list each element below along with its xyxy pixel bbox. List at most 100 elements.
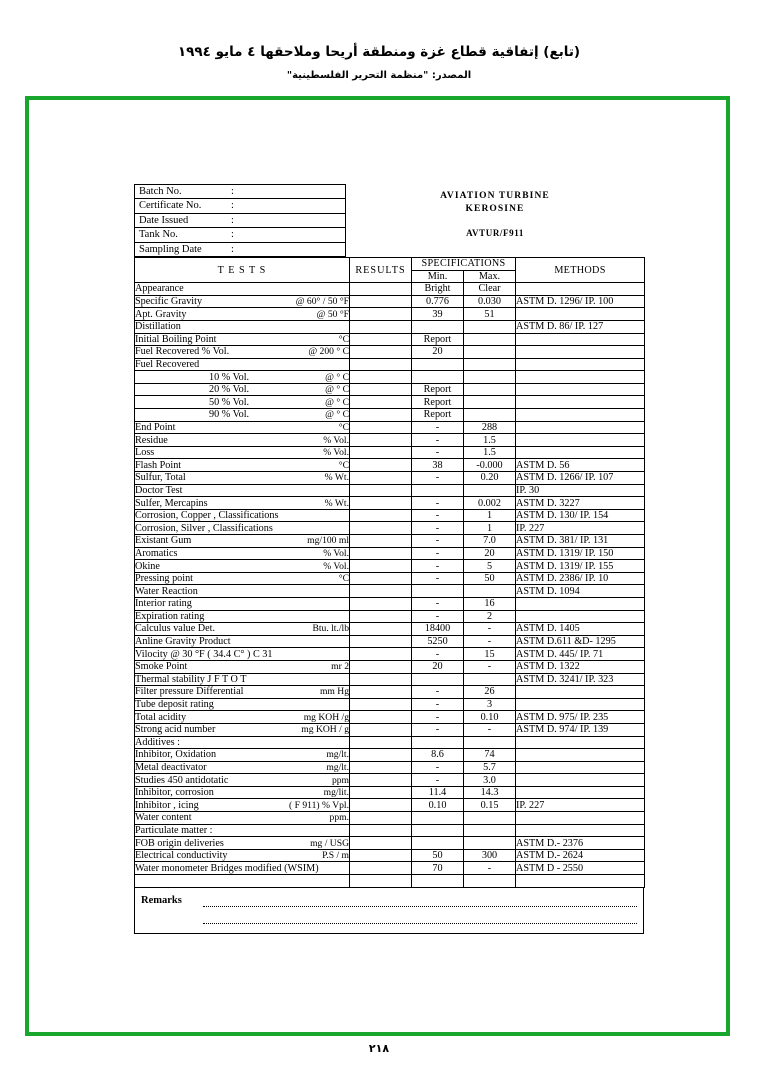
result-cell[interactable] xyxy=(349,319,412,334)
result-cell[interactable] xyxy=(349,647,412,661)
table-row: 90 % Vol. @ ° C Report xyxy=(134,408,645,422)
result-cell[interactable] xyxy=(349,874,412,888)
method-cell xyxy=(515,433,645,447)
table-row: Tube deposit rating -3 xyxy=(134,697,645,712)
spec-min-cell: 11.4 xyxy=(411,785,464,800)
test-name: Thermal stability J F T O T xyxy=(135,673,247,685)
result-cell[interactable] xyxy=(349,748,412,762)
method-cell xyxy=(515,773,645,787)
method-cell xyxy=(515,395,645,410)
method-cell xyxy=(515,420,645,435)
result-cell[interactable] xyxy=(349,534,412,548)
result-cell[interactable] xyxy=(349,445,412,460)
result-cell[interactable] xyxy=(349,282,412,296)
result-cell[interactable] xyxy=(349,659,412,674)
result-cell[interactable] xyxy=(349,496,412,510)
table-row: Doctor Test IP. 30 xyxy=(134,483,645,498)
result-cell[interactable] xyxy=(349,710,412,724)
spec-max-cell xyxy=(463,811,516,825)
test-unit: @ 200 ° C xyxy=(308,346,349,358)
result-cell[interactable] xyxy=(349,760,412,775)
result-cell[interactable] xyxy=(349,622,412,636)
result-cell[interactable] xyxy=(349,559,412,573)
spec-max-cell: 20 xyxy=(463,546,516,561)
result-cell[interactable] xyxy=(349,433,412,447)
test-name: Inhibitor, Oxidation xyxy=(135,749,217,761)
result-cell[interactable] xyxy=(349,571,412,586)
spec-max-cell: - xyxy=(463,622,516,636)
spec-min-cell: Report xyxy=(411,382,464,397)
certificate-field-value[interactable] xyxy=(241,214,345,227)
test-name-cell: Inhibitor, Oxidation mg/lt. xyxy=(134,748,350,762)
method-cell: ASTM D. 1319/ IP. 155 xyxy=(515,559,645,573)
test-name-cell: Expiration rating xyxy=(134,609,350,624)
result-cell[interactable] xyxy=(349,471,412,485)
result-cell[interactable] xyxy=(349,722,412,737)
table-row: Corrosion, Silver , Classifications -1 IP.… xyxy=(134,521,645,535)
certificate-field-colon: : xyxy=(231,243,234,255)
result-cell[interactable] xyxy=(349,370,412,384)
spec-max-cell: 1.5 xyxy=(463,445,516,460)
spec-max-cell xyxy=(463,395,516,410)
result-cell[interactable] xyxy=(349,634,412,649)
test-name: Electrical conductivity xyxy=(135,850,228,862)
test-name-cell: Interior rating xyxy=(134,597,350,611)
certificate-field-row: Sampling Date: xyxy=(135,243,345,257)
test-name: Tube deposit rating xyxy=(135,699,214,711)
spec-max-cell: - xyxy=(463,659,516,674)
result-cell[interactable] xyxy=(349,332,412,347)
spec-max-cell: - xyxy=(463,722,516,737)
result-cell[interactable] xyxy=(349,546,412,561)
table-row: Okine % Vol. -5 ASTM D. 1319/ IP. 155 xyxy=(134,559,645,573)
result-cell[interactable] xyxy=(349,521,412,535)
test-unit: % Wt. xyxy=(324,472,349,484)
result-cell[interactable] xyxy=(349,508,412,523)
spec-min-cell: Report xyxy=(411,395,464,410)
table-row: 50 % Vol. @ ° C Report xyxy=(134,395,645,410)
result-cell[interactable] xyxy=(349,836,412,850)
method-cell xyxy=(515,823,645,838)
result-cell[interactable] xyxy=(349,811,412,825)
result-cell[interactable] xyxy=(349,483,412,498)
table-row: Distillation ASTM D. 86/ IP. 127 xyxy=(134,319,645,334)
result-cell[interactable] xyxy=(349,798,412,813)
test-name-cell: Distillation xyxy=(134,319,350,334)
result-cell[interactable] xyxy=(349,408,412,422)
result-cell[interactable] xyxy=(349,345,412,359)
spec-max-cell: 0.002 xyxy=(463,496,516,510)
result-cell[interactable] xyxy=(349,685,412,699)
result-cell[interactable] xyxy=(349,609,412,624)
certificate-field-value[interactable] xyxy=(241,228,345,241)
certificate-field-value[interactable] xyxy=(241,199,345,212)
result-cell[interactable] xyxy=(349,773,412,787)
remarks-write-area[interactable] xyxy=(203,895,643,924)
result-cell[interactable] xyxy=(349,395,412,410)
result-cell[interactable] xyxy=(349,382,412,397)
test-name: Total acidity xyxy=(135,711,187,723)
result-cell[interactable] xyxy=(349,307,412,321)
certificate-field-value[interactable] xyxy=(241,185,345,198)
result-cell[interactable] xyxy=(349,823,412,838)
spec-max-cell xyxy=(463,735,516,750)
result-cell[interactable] xyxy=(349,672,412,687)
spec-min-cell: 5250 xyxy=(411,634,464,649)
result-cell[interactable] xyxy=(349,735,412,750)
table-row: Residue % Vol. -1.5 xyxy=(134,433,645,447)
result-cell[interactable] xyxy=(349,420,412,435)
result-cell[interactable] xyxy=(349,357,412,372)
result-cell[interactable] xyxy=(349,861,412,876)
result-cell[interactable] xyxy=(349,785,412,800)
certificate-field-colon: : xyxy=(231,186,234,197)
test-name: Interior rating xyxy=(135,598,192,610)
test-name-cell: Okine % Vol. xyxy=(134,559,350,573)
spec-max-cell: 0.030 xyxy=(463,294,516,309)
result-cell[interactable] xyxy=(349,458,412,473)
result-cell[interactable] xyxy=(349,597,412,611)
result-cell[interactable] xyxy=(349,697,412,712)
method-cell xyxy=(515,345,645,359)
result-cell[interactable] xyxy=(349,294,412,309)
test-name-cell: Inhibitor , icing ( F 911) % Vpl. xyxy=(134,798,350,813)
result-cell[interactable] xyxy=(349,584,412,598)
certificate-field-value[interactable] xyxy=(241,243,345,256)
result-cell[interactable] xyxy=(349,848,412,863)
